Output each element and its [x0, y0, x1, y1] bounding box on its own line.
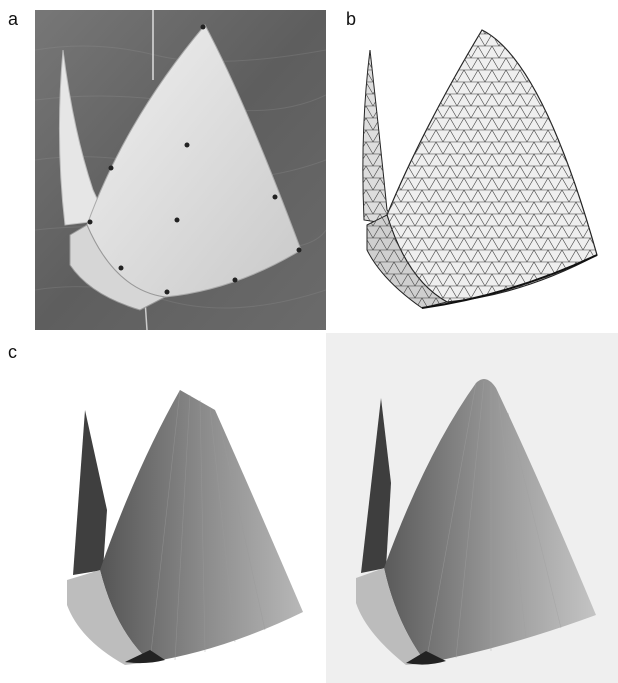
sail-bottom-fold [69, 224, 167, 311]
mesh-render [362, 29, 598, 309]
panel-b-mesh [352, 10, 602, 315]
panel-label-a: a [8, 9, 19, 29]
shaded-c-left-fin [73, 410, 107, 575]
shaded-render-c [67, 389, 303, 665]
panel-d-shaded [326, 333, 618, 683]
shaded-render-d [356, 379, 596, 665]
shaded-d-bottom-fold [356, 568, 426, 665]
sail-photo-illustration [35, 10, 326, 330]
shaded-c-main-surface [100, 390, 303, 662]
panel-a-photo [35, 10, 326, 330]
panel-c-shaded [55, 380, 310, 665]
panel-label-c: c [8, 342, 17, 362]
sail-left-fin [58, 49, 108, 226]
shaded-d-main-surface [384, 379, 596, 663]
panel-label-b: b [346, 9, 357, 29]
shaded-c-bottom-fold [67, 570, 150, 665]
shaded-d-left-fin [361, 398, 391, 573]
marker-dots [87, 24, 302, 295]
